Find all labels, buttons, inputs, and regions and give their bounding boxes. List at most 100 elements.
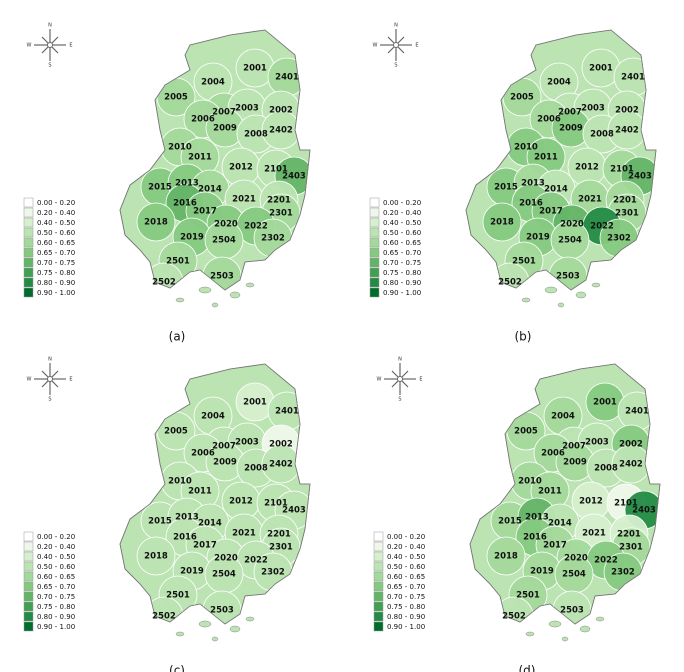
region-label: 2019 — [180, 233, 204, 243]
compass-w: W — [373, 43, 378, 49]
region-label: 2020 — [560, 220, 584, 230]
region-label: 2002 — [615, 106, 639, 116]
legend-label: 0.90 - 1.00 — [387, 623, 425, 631]
region-label: 2006 — [541, 449, 565, 459]
compass-center — [47, 42, 53, 48]
region-label: 2004 — [201, 412, 225, 422]
compass-s: S — [398, 397, 401, 403]
region-label: 2101 — [264, 165, 288, 175]
legend-label: 0.50 - 0.60 — [383, 229, 421, 237]
legend-swatch — [23, 621, 34, 632]
legend-label: 0.00 - 0.20 — [37, 199, 75, 207]
legend-label: 0.80 - 0.90 — [37, 279, 75, 287]
region-label: 2005 — [510, 93, 534, 103]
panel-caption: (d) — [519, 664, 536, 672]
legend-swatch — [369, 227, 380, 238]
region-label: 2017 — [193, 541, 217, 551]
region-label: 2502 — [498, 278, 522, 288]
region-label: 2301 — [615, 209, 639, 219]
region-label: 2002 — [269, 106, 293, 116]
region-label: 2403 — [632, 506, 656, 516]
legend-swatch — [23, 237, 34, 248]
region-label: 2009 — [563, 458, 587, 468]
region-label: 2010 — [168, 143, 192, 153]
region-label: 2015 — [494, 183, 518, 193]
region-label: 2402 — [269, 126, 293, 136]
region-label: 2015 — [498, 517, 522, 527]
region-label: 2201 — [267, 196, 291, 206]
legend-label: 0.75 - 0.80 — [37, 269, 75, 277]
legend-label: 0.80 - 0.90 — [383, 279, 421, 287]
region — [136, 202, 176, 242]
island — [561, 636, 569, 642]
legend-swatch — [373, 551, 384, 562]
map-border — [465, 29, 657, 291]
legend-label: 0.90 - 1.00 — [37, 289, 75, 297]
region-label: 2504 — [562, 570, 586, 580]
region-label: 2022 — [590, 222, 614, 232]
region-label: 2006 — [191, 115, 215, 125]
legend-label: 0.80 - 0.90 — [37, 613, 75, 621]
region-label: 2019 — [530, 567, 554, 577]
legend-label: 0.20 - 0.40 — [37, 209, 75, 217]
legend-swatch — [369, 257, 380, 268]
map-border — [119, 29, 311, 291]
legend-swatch — [23, 531, 34, 542]
legend-label: 0.65 - 0.70 — [383, 249, 421, 257]
island — [544, 286, 558, 294]
legend-swatch — [23, 581, 34, 592]
region-label: 2004 — [551, 412, 575, 422]
legend-label: 0.40 - 0.50 — [37, 219, 75, 227]
region-label: 2017 — [543, 541, 567, 551]
region-label: 2021 — [232, 195, 256, 205]
region-label: 2201 — [267, 530, 291, 540]
legend-label: 0.90 - 1.00 — [383, 289, 421, 297]
region-label: 2012 — [575, 163, 599, 173]
legend-swatch — [369, 277, 380, 288]
compass-e: E — [419, 377, 422, 383]
region-label: 2013 — [521, 179, 545, 189]
island — [245, 282, 255, 288]
region-label: 2302 — [261, 568, 285, 578]
region-label: 2001 — [243, 398, 267, 408]
region-label: 2501 — [516, 591, 540, 601]
region-label: 2011 — [534, 153, 558, 163]
region-label: 2022 — [244, 222, 268, 232]
region-fills — [136, 382, 310, 624]
island — [521, 297, 531, 303]
region-label: 2501 — [512, 257, 536, 267]
legend-swatch — [369, 247, 380, 258]
island — [595, 616, 605, 622]
region-label: 2302 — [607, 234, 631, 244]
legend-label: 0.40 - 0.50 — [37, 553, 75, 561]
legend-swatch — [369, 237, 380, 248]
legend-swatch — [23, 247, 34, 258]
region-label: 2502 — [152, 278, 176, 288]
region-label: 2402 — [615, 126, 639, 136]
region-label: 2018 — [490, 218, 514, 228]
region-label: 2012 — [229, 163, 253, 173]
legend-label: 0.80 - 0.90 — [387, 613, 425, 621]
island — [229, 291, 241, 299]
legend-swatch — [373, 611, 384, 622]
region-label: 2014 — [198, 519, 222, 529]
compass-w: W — [27, 377, 32, 383]
island — [229, 625, 241, 633]
legend-swatch — [23, 267, 34, 278]
region-label: 2101 — [610, 165, 634, 175]
legend-swatch — [23, 561, 34, 572]
region-label: 2016 — [523, 533, 547, 543]
island — [198, 620, 212, 628]
legend-label: 0.00 - 0.20 — [37, 533, 75, 541]
region-label: 2504 — [558, 236, 582, 246]
legend-label: 0.40 - 0.50 — [383, 219, 421, 227]
region-label: 2019 — [180, 567, 204, 577]
legend-swatch — [373, 541, 384, 552]
compass-s: S — [48, 397, 51, 403]
region-label: 2019 — [526, 233, 550, 243]
region-label: 2005 — [514, 427, 538, 437]
island — [175, 297, 185, 303]
legend-label: 0.60 - 0.65 — [37, 573, 75, 581]
legend-label: 0.60 - 0.65 — [383, 239, 421, 247]
